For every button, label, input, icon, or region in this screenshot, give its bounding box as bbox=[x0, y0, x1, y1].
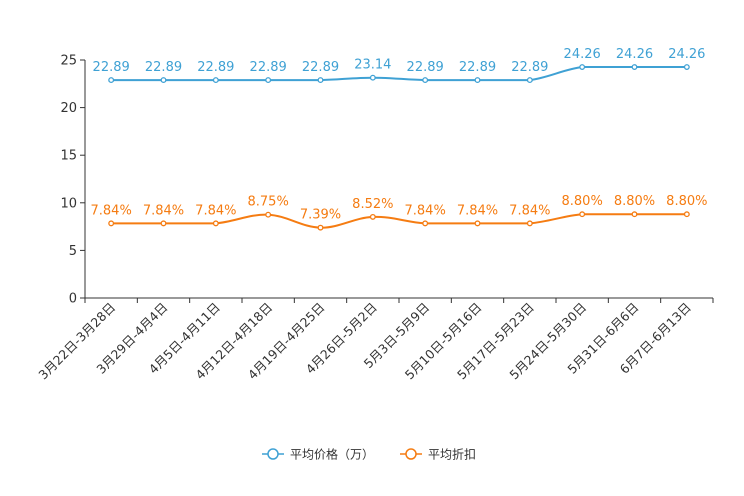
data-point[interactable] bbox=[683, 211, 690, 218]
data-point[interactable] bbox=[631, 211, 638, 218]
series-line bbox=[111, 66, 687, 82]
data-label: 22.89 bbox=[511, 60, 548, 75]
legend-item-2[interactable]: 平均折扣 bbox=[400, 447, 476, 462]
y-tick-label: 15 bbox=[60, 149, 77, 164]
data-label: 7.84% bbox=[509, 203, 550, 218]
legend-item-1[interactable]: 平均价格（万） bbox=[262, 447, 374, 462]
data-point[interactable] bbox=[683, 64, 690, 70]
data-point[interactable] bbox=[265, 77, 272, 84]
data-point[interactable] bbox=[108, 77, 115, 84]
data-point[interactable] bbox=[422, 220, 429, 227]
series-line bbox=[111, 213, 687, 229]
data-label: 7.84% bbox=[143, 203, 184, 218]
data-label: 24.26 bbox=[616, 47, 653, 62]
data-label: 8.75% bbox=[248, 195, 289, 210]
data-label: 22.89 bbox=[459, 60, 496, 75]
data-label: 22.89 bbox=[250, 60, 287, 75]
y-tick-label: 5 bbox=[69, 244, 77, 259]
data-point[interactable] bbox=[526, 77, 533, 84]
data-point[interactable] bbox=[422, 77, 429, 84]
data-point[interactable] bbox=[526, 220, 533, 227]
data-point[interactable] bbox=[631, 64, 638, 70]
y-tick-label: 20 bbox=[60, 101, 77, 116]
legend-marker-icon bbox=[267, 448, 279, 460]
data-point[interactable] bbox=[369, 213, 376, 220]
data-label: 8.80% bbox=[614, 194, 655, 209]
data-point[interactable] bbox=[317, 77, 324, 84]
legend-label: 平均价格（万） bbox=[290, 447, 374, 462]
y-tick-label: 25 bbox=[60, 54, 77, 69]
data-point[interactable] bbox=[474, 77, 481, 84]
data-point[interactable] bbox=[369, 74, 376, 81]
data-label: 8.80% bbox=[562, 194, 603, 209]
data-label: 7.84% bbox=[91, 203, 132, 218]
data-point[interactable] bbox=[265, 211, 272, 218]
y-tick-label: 0 bbox=[69, 292, 77, 307]
data-label: 7.84% bbox=[195, 203, 236, 218]
data-label: 7.39% bbox=[300, 208, 341, 223]
data-label: 24.26 bbox=[564, 47, 601, 62]
legend-label: 平均折扣 bbox=[428, 447, 476, 462]
legend[interactable]: 平均价格（万） 平均折扣 bbox=[262, 447, 476, 462]
series-layer: 22.89 22.89 22.89 22.89 22.89 23.14 22.89 22.89… bbox=[91, 47, 707, 231]
data-label: 22.89 bbox=[93, 60, 130, 75]
data-point[interactable] bbox=[317, 224, 324, 231]
data-point[interactable] bbox=[212, 220, 219, 227]
y-tick-label: 10 bbox=[60, 196, 77, 211]
data-label: 8.52% bbox=[352, 197, 393, 212]
data-point[interactable] bbox=[579, 64, 586, 70]
data-point[interactable] bbox=[108, 220, 115, 227]
data-point[interactable] bbox=[160, 220, 167, 227]
data-label: 23.14 bbox=[354, 58, 391, 73]
series-2: 7.84% 7.84% 7.84% 8.75% 7.39% 8.52% 7.84% 7.84%… bbox=[91, 194, 707, 231]
data-label: 22.89 bbox=[197, 60, 234, 75]
data-point[interactable] bbox=[474, 220, 481, 227]
data-label: 7.84% bbox=[405, 203, 446, 218]
data-point[interactable] bbox=[212, 77, 219, 84]
data-point[interactable] bbox=[579, 211, 586, 218]
legend-marker-icon bbox=[405, 448, 417, 460]
series-1: 22.89 22.89 22.89 22.89 22.89 23.14 22.89 22.89… bbox=[93, 47, 705, 84]
data-label: 7.84% bbox=[457, 203, 498, 218]
data-label: 22.89 bbox=[407, 60, 444, 75]
data-label: 22.89 bbox=[145, 60, 182, 75]
data-label: 22.89 bbox=[302, 60, 339, 75]
data-label: 8.80% bbox=[666, 194, 707, 209]
data-point[interactable] bbox=[160, 77, 167, 84]
data-label: 24.26 bbox=[668, 47, 705, 62]
